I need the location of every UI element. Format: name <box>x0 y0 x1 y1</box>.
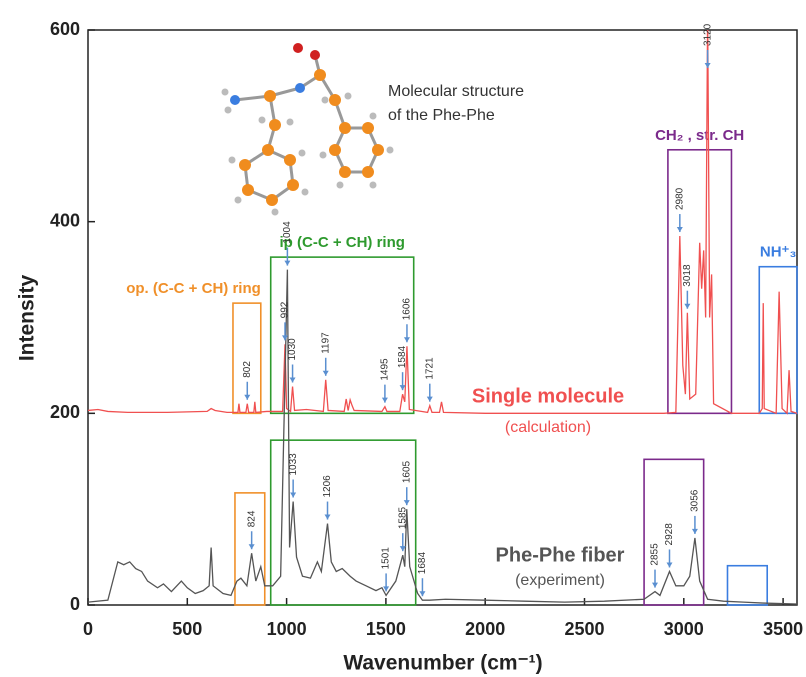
peak-arrowhead <box>652 583 658 588</box>
y-tick-label: 600 <box>50 19 80 39</box>
y-tick-label: 400 <box>50 210 80 230</box>
peak-arrowhead <box>677 227 683 232</box>
peak-arrowhead <box>427 397 433 402</box>
peak-arrowhead <box>705 63 711 68</box>
peak-label: 1501 <box>381 547 392 570</box>
peak-label: 1030 <box>287 338 298 361</box>
peak-arrowhead <box>325 515 331 520</box>
range-label: ip (C-C + CH) ring <box>280 234 405 251</box>
x-tick-label: 500 <box>172 619 202 639</box>
peak-arrowhead <box>290 378 296 383</box>
peak-label: 1684 <box>417 552 428 575</box>
x-tick-label: 1000 <box>267 619 307 639</box>
peak-arrowhead <box>692 529 698 534</box>
peak-label: 1495 <box>380 358 391 381</box>
peak-label: 824 <box>246 510 257 527</box>
peak-label: 1585 <box>397 506 408 529</box>
series-note: (experiment) <box>515 572 605 589</box>
peak-label: 3018 <box>682 264 693 287</box>
peak-arrowhead <box>290 493 296 498</box>
peak-label: 1033 <box>288 453 299 476</box>
peak-arrowhead <box>244 395 250 400</box>
y-axis-label: Intensity <box>16 275 39 362</box>
range-label: NH⁺₃ <box>760 244 797 261</box>
annotation: of the Phe-Phe <box>388 107 495 124</box>
x-tick-label: 2500 <box>564 619 604 639</box>
peak-arrowhead <box>684 304 690 309</box>
x-tick-label: 1500 <box>366 619 406 639</box>
peak-label: 1206 <box>322 475 333 498</box>
spectrum-line <box>88 11 797 414</box>
peak-arrowhead <box>404 337 410 342</box>
peak-arrowhead <box>382 398 388 403</box>
series-name: Phe-Phe fiber <box>496 544 625 566</box>
peak-arrowhead <box>666 562 672 567</box>
x-tick-label: 3500 <box>763 619 803 639</box>
peak-arrowhead <box>419 591 425 596</box>
peak-label: 2928 <box>664 523 675 546</box>
x-tick-label: 3000 <box>664 619 704 639</box>
peak-arrowhead <box>323 371 329 376</box>
x-tick-label: 0 <box>83 619 93 639</box>
series-note: (calculation) <box>505 419 591 436</box>
peak-arrowhead <box>404 500 410 505</box>
annotation: Molecular structure <box>388 83 524 100</box>
series-name: Single molecule <box>472 385 624 407</box>
peak-label: 1004 <box>282 221 293 244</box>
peak-label: 992 <box>280 301 291 318</box>
x-axis-label: Wavenumber (cm⁻¹) <box>343 652 542 675</box>
peak-arrowhead <box>249 544 255 549</box>
x-tick-label: 2000 <box>465 619 505 639</box>
range-label: op. (C-C + CH) ring <box>126 280 261 297</box>
molecule <box>235 55 378 200</box>
peak-label: 2980 <box>674 187 685 210</box>
atoms <box>222 43 394 216</box>
chart: Molecular structure of the Phe-Phe Waven… <box>0 0 806 677</box>
peak-label: 3120 <box>702 23 713 46</box>
peak-label: 1605 <box>401 460 412 483</box>
y-tick-label: 200 <box>50 402 80 422</box>
peak-arrowhead <box>284 261 290 266</box>
peak-label: 1606 <box>402 298 413 321</box>
peak-label: 1584 <box>397 345 408 368</box>
spectrum-line <box>88 270 797 604</box>
y-tick-label: 0 <box>70 594 80 614</box>
range-box <box>727 566 767 605</box>
peak-label: 1721 <box>424 357 435 380</box>
range-label: CH₂ , str. CH <box>655 127 744 144</box>
peak-label: 2855 <box>650 543 661 566</box>
peak-label: 3056 <box>690 489 701 512</box>
peak-label: 802 <box>242 361 253 378</box>
peak-label: 1197 <box>320 332 331 354</box>
range-box <box>235 493 265 605</box>
